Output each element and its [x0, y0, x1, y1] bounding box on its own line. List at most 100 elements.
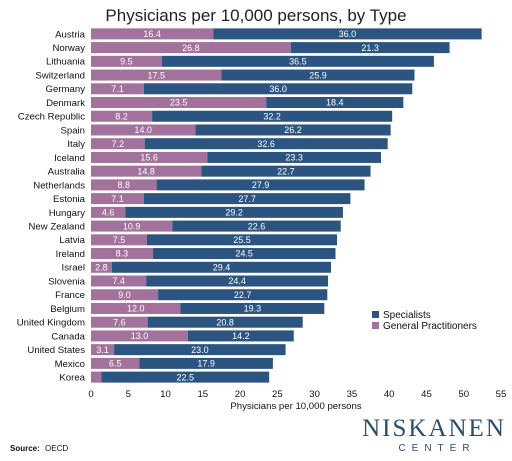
data-label-specialists: 14.2: [232, 331, 250, 341]
data-label-specialists: 32.6: [257, 139, 275, 149]
data-label-specialists: 29.4: [213, 262, 231, 272]
x-axis: 0 5 10 15 20 25 30 35 40 45 50 55: [88, 389, 506, 400]
bar-specialists: [146, 234, 337, 246]
logo: NISKANEN CENTER: [362, 415, 504, 454]
category-label: Mexico: [55, 359, 85, 370]
data-label-specialists: 19.3: [244, 304, 262, 314]
bar-general-practitioners: [91, 371, 102, 383]
data-label-specialists: 26.2: [284, 125, 302, 135]
data-label-general-practitioners: 13.0: [131, 331, 149, 341]
category-label: Austria: [55, 29, 86, 40]
category-label: Switzerland: [35, 70, 85, 81]
bar-general-practitioners: [91, 55, 162, 67]
legend-label: Specialists: [383, 310, 431, 321]
bar-general-practitioners: [91, 302, 181, 314]
source-label: Source:: [10, 444, 40, 453]
legend-label: General Practitioners: [383, 321, 477, 332]
bar-specialists: [201, 165, 371, 177]
bar-general-practitioners: [91, 234, 147, 246]
data-label-specialists: 27.9: [252, 180, 270, 190]
bar-specialists: [147, 316, 303, 328]
bar-specialists: [111, 261, 332, 273]
x-tick-label: 5: [126, 389, 131, 400]
data-label-specialists: 32.2: [263, 111, 281, 121]
x-tick-label: 25: [272, 389, 283, 400]
category-label: Italy: [67, 139, 85, 150]
bar-general-practitioners: [91, 193, 144, 205]
bar-specialists: [207, 151, 381, 163]
data-label-specialists: 24.5: [235, 249, 253, 259]
data-label-general-practitioners: 17.5: [147, 70, 165, 80]
data-label-specialists: 22.6: [248, 221, 266, 231]
x-tick-label: 15: [197, 389, 208, 400]
data-label-specialists: 22.7: [277, 166, 295, 176]
bar-specialists: [152, 110, 393, 122]
category-label: Norway: [52, 43, 85, 54]
data-label-specialists: 36.5: [289, 57, 307, 67]
bar-general-practitioners: [91, 124, 196, 136]
bar-specialists: [139, 357, 273, 369]
data-label-general-practitioners: 14.0: [134, 125, 152, 135]
data-label-general-practitioners: 8.3: [116, 249, 129, 259]
bar-specialists: [187, 330, 294, 342]
bar-general-practitioners: [91, 248, 153, 260]
data-label-general-practitioners: 7.1: [111, 194, 124, 204]
data-label-specialists: 18.4: [326, 98, 344, 108]
bar-general-practitioners: [91, 289, 159, 301]
x-tick-label: 50: [458, 389, 469, 400]
category-label: Netherlands: [33, 180, 85, 191]
category-label: United Kingdom: [17, 318, 85, 329]
bar-specialists: [180, 302, 325, 314]
bar-specialists: [101, 371, 270, 383]
data-label-general-practitioners: 3.1: [96, 345, 109, 355]
category-label: Korea: [59, 373, 85, 384]
category-label: Iceland: [54, 153, 85, 164]
data-label-general-practitioners: 23.5: [170, 98, 188, 108]
category-label: Czech Republic: [18, 112, 85, 123]
data-label-general-practitioners: 4.6: [102, 208, 115, 218]
data-label-specialists: 25.9: [309, 70, 327, 80]
bar-general-practitioners: [91, 165, 202, 177]
bar-general-practitioners: [91, 83, 144, 95]
data-label-specialists: 36.0: [339, 29, 357, 39]
x-tick-label: 45: [421, 389, 432, 400]
data-label-specialists: 29.2: [225, 208, 243, 218]
x-tick-label: 10: [160, 389, 171, 400]
category-label: Canada: [51, 331, 85, 342]
category-label: Australia: [48, 167, 86, 178]
legend-swatch: [372, 311, 379, 318]
data-label-specialists: 23.0: [191, 345, 209, 355]
bar-specialists: [125, 206, 343, 218]
data-label-general-practitioners: 9.5: [120, 57, 133, 67]
data-label-general-practitioners: 7.5: [113, 235, 126, 245]
x-tick-label: 0: [88, 389, 93, 400]
category-label: Germany: [46, 84, 86, 95]
bar-general-practitioners: [91, 206, 126, 218]
category-label: Lithuania: [46, 57, 86, 68]
data-label-general-practitioners: 8.2: [115, 111, 128, 121]
bar-general-practitioners: [91, 110, 153, 122]
chart-title: Physicians per 10,000 persons, by Type: [105, 6, 406, 25]
category-label: Slovenia: [48, 276, 85, 287]
category-label: France: [55, 290, 85, 301]
data-label-general-practitioners: 8.8: [118, 180, 131, 190]
bar-specialists: [143, 193, 351, 205]
data-label-general-practitioners: 2.8: [95, 262, 108, 272]
logo-line-2: CENTER: [398, 443, 475, 454]
bar-general-practitioners: [91, 220, 173, 232]
x-tick-label: 35: [347, 389, 358, 400]
data-label-general-practitioners: 10.9: [123, 221, 141, 231]
bar-general-practitioners: [91, 69, 222, 81]
data-label-general-practitioners: 7.1: [111, 84, 124, 94]
bar-general-practitioners: [91, 330, 188, 342]
data-label-specialists: 23.3: [285, 153, 303, 163]
bar-specialists: [144, 138, 388, 150]
bar-general-practitioners: [91, 28, 214, 40]
bar-specialists: [221, 69, 415, 81]
data-label-specialists: 22.7: [234, 290, 252, 300]
category-label: Hungary: [49, 208, 85, 219]
x-tick-label: 20: [235, 389, 246, 400]
category-label: Denmark: [46, 98, 85, 109]
bar-specialists: [195, 124, 391, 136]
